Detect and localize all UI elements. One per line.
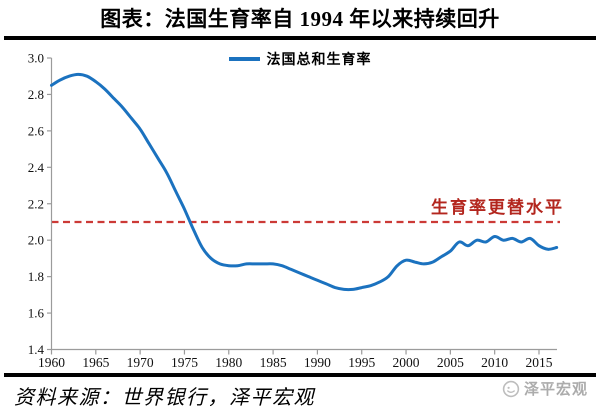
y-tick-label: 1.4 bbox=[28, 342, 45, 357]
x-tick-label: 2010 bbox=[481, 355, 508, 370]
x-tick-label: 1965 bbox=[82, 355, 109, 370]
y-tick-label: 2.8 bbox=[28, 87, 44, 102]
x-tick-label: 1990 bbox=[304, 355, 331, 370]
fertility-line-chart: 1.4 1.6 1.8 2.0 2.2 2.4 2.6 2.8 3.0 1960 1965 1970 1… bbox=[28, 51, 560, 370]
y-tick-label: 2.2 bbox=[28, 196, 44, 211]
x-tick-label: 2005 bbox=[437, 355, 464, 370]
x-tick-label: 2000 bbox=[393, 355, 420, 370]
x-tick-label: 1985 bbox=[260, 355, 287, 370]
watermark: 泽平宏观 bbox=[502, 378, 588, 399]
y-tick-label: 2.4 bbox=[28, 160, 45, 175]
x-tick-label: 1995 bbox=[348, 355, 375, 370]
zeping-logo-icon bbox=[502, 380, 520, 397]
legend-series-label: 法国总和生育率 bbox=[266, 53, 372, 68]
series-line bbox=[50, 72, 559, 292]
source-note: 资料来源：世界银行，泽平宏观 bbox=[14, 387, 315, 409]
replacement-level-label: 生育率更替水平 bbox=[431, 198, 564, 217]
top-divider bbox=[4, 36, 596, 40]
x-tick-label: 1975 bbox=[171, 355, 198, 370]
x-tick-label: 2015 bbox=[525, 355, 552, 370]
chart-legend: 法国总和生育率 bbox=[0, 49, 600, 69]
legend-line-swatch-icon bbox=[228, 57, 260, 61]
y-tick-label: 1.6 bbox=[28, 306, 45, 321]
y-tick-label: 3.0 bbox=[28, 51, 44, 66]
y-tick-label: 2.0 bbox=[28, 233, 44, 248]
x-tick-label: 1970 bbox=[127, 355, 154, 370]
page-title: 图表：法国生育率自 1994 年以来持续回升 bbox=[100, 7, 500, 31]
watermark-text: 泽平宏观 bbox=[523, 382, 588, 398]
y-tick-label: 1.8 bbox=[28, 269, 44, 284]
bottom-divider bbox=[4, 373, 596, 377]
x-tick-label: 1980 bbox=[215, 355, 242, 370]
y-tick-label: 2.6 bbox=[28, 123, 45, 138]
x-tick-label: 1960 bbox=[38, 355, 65, 370]
